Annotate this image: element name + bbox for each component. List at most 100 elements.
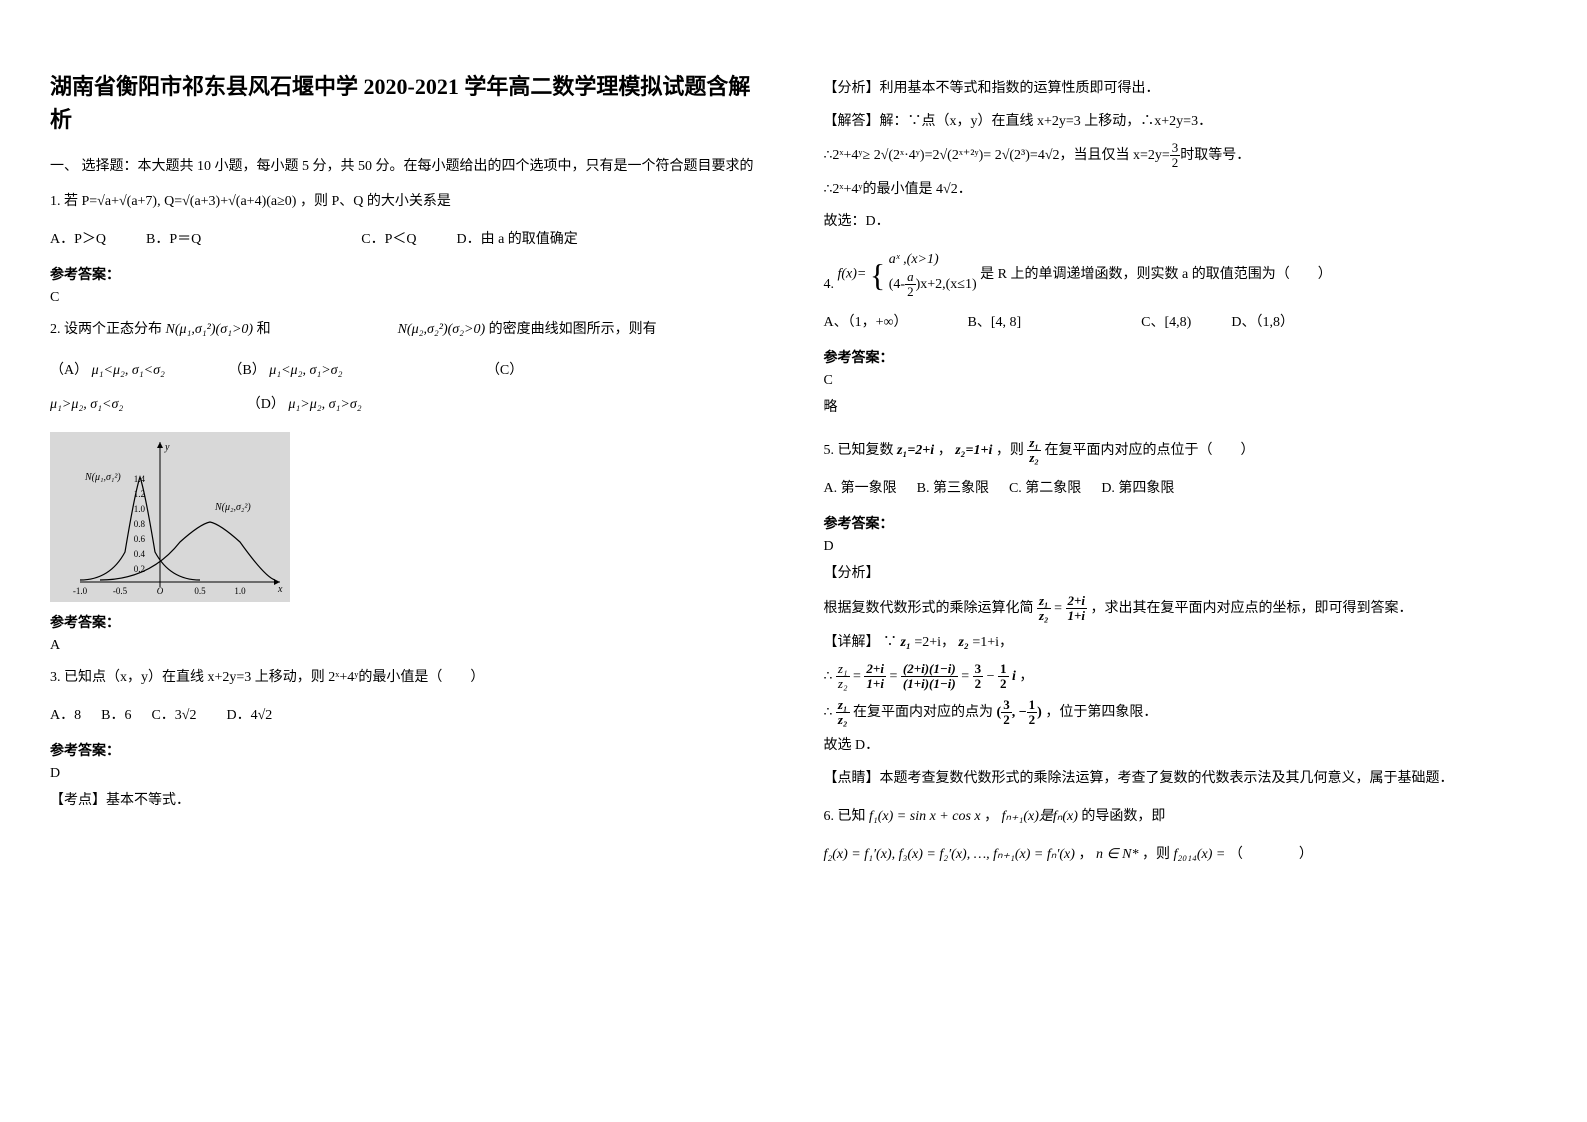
- section-1-head: 一、 选择题：本大题共 10 小题，每小题 5 分，共 50 分。在每小题给出的…: [50, 156, 764, 178]
- question-6-line2: f₂(x) = f₁′(x), f₃(x) = f₂′(x), …, fₙ₊₁(…: [824, 841, 1538, 869]
- q4-c2-post: )x+2,(x≤1): [916, 277, 977, 292]
- q5-z2: z₂=1+i: [955, 443, 992, 458]
- q5-l3-p1t: 3: [1001, 698, 1012, 713]
- q5-ans: D: [824, 539, 1538, 555]
- q5-xj1-z1: z₁: [901, 635, 911, 650]
- q1-ans-label: 参考答案：: [50, 264, 764, 284]
- q2-ans-label: 参考答案：: [50, 612, 764, 632]
- q5-ans-label: 参考答案：: [824, 513, 1538, 533]
- svg-text:0.5: 0.5: [194, 586, 206, 596]
- q5-pre: 5. 已知复数: [824, 443, 894, 458]
- q3-optA: A．8: [50, 702, 81, 730]
- q3-jieda2: ∴2ˣ+4ʸ≥ 2√(2ˣ·4ʸ)=2√(2ˣ⁺²ʸ)= 2√(2³)=4√2，…: [824, 141, 1538, 171]
- q3-j2-m2: = 2: [983, 148, 1001, 163]
- q6-line2: f₂(x) = f₁′(x), f₃(x) = f₂′(x), …, fₙ₊₁(…: [824, 847, 1075, 862]
- q5-l2-minus: −: [987, 669, 995, 684]
- q5-l2-f5t: 1: [998, 662, 1009, 677]
- q5-line4: 故选 D．: [824, 733, 1538, 760]
- q5-xj1-eq1: =2+i，: [914, 635, 955, 650]
- svg-text:0.4: 0.4: [134, 549, 146, 559]
- q5-fenxi: 根据复数代数形式的乘除运算化简 z₁z₂ = 2+i1+i ，求出其在复平面内对…: [824, 594, 1538, 624]
- q5-xj1-z2: z₂: [959, 635, 969, 650]
- q5-l2-f2t: 2+i: [864, 662, 886, 677]
- q3-jieda1: 【解答】解：∵点（x，y）在直线 x+2y=3 上移动，∴x+2y=3．: [824, 109, 1538, 136]
- q1-options: A．P＞Q B．P＝Q C．P＜Q D．由 a 的取值确定: [50, 226, 764, 254]
- q1-optC: C．P＜Q: [361, 226, 416, 254]
- q5-l2-f3b: (1+i)(1−i): [901, 677, 958, 691]
- q3-j2-s3: √(2³): [1002, 148, 1030, 163]
- q5-l3-p2b: 2: [1027, 713, 1038, 727]
- q6-post: ，则: [1142, 847, 1170, 862]
- q3-fenxi: 【分析】利用基本不等式和指数的运算性质即可得出．: [824, 76, 1538, 103]
- svg-text:0.6: 0.6: [134, 534, 146, 544]
- q5-fx-eq: =: [1054, 601, 1062, 616]
- q2-optD: μ₁>μ₂, σ₁>σ₂: [288, 397, 361, 412]
- q2-optD-pre: （D）: [247, 397, 285, 412]
- question-6: 6. 已知 f₁(x) = sin x + cos x ， fₙ₊₁(x)是fₙ…: [824, 803, 1538, 831]
- q5-l3-post: ，位于第四象限．: [1045, 705, 1157, 720]
- q5-l3-mid: 在复平面内对应的点为: [853, 705, 993, 720]
- q5-optA: A. 第一象限: [824, 475, 897, 503]
- q2-mid: 和: [257, 322, 271, 337]
- svg-text:O: O: [157, 586, 164, 596]
- question-5: 5. 已知复数 z₁=2+i ， z₂=1+i ，则 z₁z₂ 在复平面内对应的…: [824, 436, 1538, 466]
- q5-optB: B. 第三象限: [917, 475, 989, 503]
- q3-kaodian: 【考点】基本不等式．: [50, 788, 764, 815]
- q4-c2-pre: (4-: [889, 277, 905, 292]
- density-chart-svg: 0.2 0.4 0.6 0.8 1.0 1.2 1.4 -1.0 -0.5 O …: [50, 432, 290, 602]
- svg-text:y: y: [164, 442, 170, 453]
- q4-optC: C、[4,8): [1141, 309, 1191, 337]
- q4-c2-ft: a: [905, 270, 916, 285]
- q5-dianping: 【点睛】本题考查复数代数形式的乘除法运算，考查了复数的代数表示法及其几何意义，属…: [824, 766, 1538, 793]
- q2-n2: N(μ₂,σ₂²)(σ₂>0): [398, 322, 486, 337]
- q5-xj1-pre: ∵: [883, 635, 897, 650]
- svg-text:-0.5: -0.5: [113, 586, 128, 596]
- q2-optA-pre: （A）: [50, 363, 88, 378]
- q5-l2-eq3: =: [961, 669, 969, 684]
- q3-jieda4: 故选：D．: [824, 209, 1538, 236]
- q5-fb: z₂: [1027, 451, 1041, 465]
- q5-fx-lt: z₁: [1037, 594, 1051, 609]
- q4-c2-fb: 2: [905, 285, 916, 299]
- q5-l3-ft: z₁: [836, 698, 850, 713]
- q4-options: A、（1，+∞） B、[4, 8] C、[4,8) D、（1,8）: [824, 309, 1538, 337]
- q3-ans: D: [50, 766, 764, 782]
- question-4: 4. f(x)= { aˣ ,(x>1) (4-a2)x+2,(x≤1) 是 R…: [824, 250, 1538, 299]
- q1-stem-post: ，则 P、Q 的大小关系是: [300, 194, 451, 209]
- q2-optC-pre: （C）: [486, 363, 523, 378]
- q3-j2-m1: =2: [925, 148, 940, 163]
- q5-l3-pre: ∴: [824, 705, 833, 720]
- q5-fx-post: ，求出其在复平面内对应点的坐标，即可得到答案．: [1091, 601, 1413, 616]
- q3-options: A．8 B．6 C．3√2 D．4√2: [50, 702, 764, 730]
- q2-optC: μ₁>μ₂, σ₁<σ₂: [50, 397, 123, 412]
- q4-lue: 略: [824, 395, 1538, 422]
- q6-comma: ，: [984, 809, 998, 824]
- q5-l2-f2b: 1+i: [864, 677, 886, 691]
- q4-optB: B、[4, 8]: [968, 309, 1022, 337]
- q6-f2014: f₂₀₁₄(x) =: [1173, 847, 1228, 862]
- q5-ft: z₁: [1027, 436, 1041, 451]
- q5-l2-eq2: =: [889, 669, 897, 684]
- q5-l3-fb: z₂: [836, 713, 850, 727]
- q1-ans: C: [50, 290, 764, 306]
- q3-j2-s1: √(2ˣ·4ʸ): [881, 148, 925, 163]
- q5-l3-pt-c: , −: [1012, 705, 1027, 720]
- q1-optB: B．P＝Q: [146, 226, 201, 254]
- q5-options: A. 第一象限 B. 第三象限 C. 第二象限 D. 第四象限: [824, 475, 1538, 503]
- q5-l3-p1b: 2: [1001, 713, 1012, 727]
- q3-ans-label: 参考答案：: [50, 740, 764, 760]
- q2-options: （A） μ₁<μ₂, σ₁<σ₂ （B） μ₁<μ₂, σ₁>σ₂ （C） μ₁…: [50, 354, 764, 421]
- q2-stem-post: 的密度曲线如图所示，则有: [489, 322, 657, 337]
- q1-optA: A．P＞Q: [50, 226, 106, 254]
- q5-z1: z₁=2+i: [897, 443, 934, 458]
- q5-xj1-eq2: =1+i，: [972, 635, 1013, 650]
- q4-case1: aˣ ,(x>1): [889, 250, 977, 270]
- q3-optD: D．4√2: [227, 702, 273, 730]
- q6-nin: n ∈ N*: [1096, 847, 1139, 862]
- q5-post: 在复平面内对应的点位于（ ）: [1044, 443, 1254, 458]
- q5-l2-f4b: 2: [973, 677, 984, 691]
- q6-fn1: fₙ₊₁(x)是fₙ(x): [1002, 809, 1078, 824]
- q2-optB-pre: （B）: [228, 363, 265, 378]
- q5-fx-lb: z₂: [1037, 609, 1051, 623]
- q5-fx-rt: 2+i: [1066, 594, 1088, 609]
